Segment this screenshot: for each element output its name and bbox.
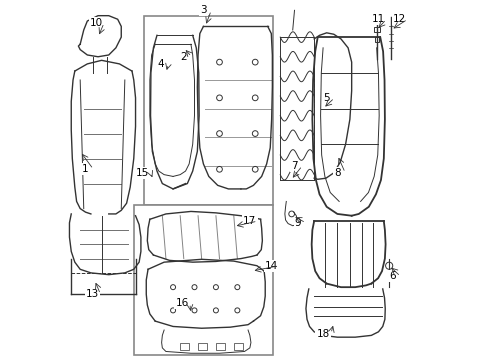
Text: 6: 6	[388, 271, 395, 282]
Text: 10: 10	[89, 18, 102, 28]
Bar	[216, 342, 224, 350]
Text: 8: 8	[333, 168, 340, 178]
Bar	[233, 342, 242, 350]
FancyBboxPatch shape	[144, 16, 272, 205]
Bar	[198, 342, 206, 350]
Text: 2: 2	[180, 52, 187, 62]
Text: 17: 17	[243, 216, 256, 226]
Text: 9: 9	[294, 218, 301, 228]
Bar	[374, 37, 378, 42]
Text: 14: 14	[264, 261, 277, 271]
Text: 13: 13	[86, 289, 99, 299]
Bar	[180, 342, 189, 350]
Text: 16: 16	[175, 298, 188, 308]
Text: 5: 5	[323, 93, 329, 103]
Text: 3: 3	[200, 5, 206, 15]
Text: 18: 18	[316, 329, 329, 339]
Text: 11: 11	[371, 14, 384, 24]
Text: 12: 12	[392, 14, 406, 24]
Text: 1: 1	[82, 164, 89, 174]
Text: 15: 15	[136, 168, 149, 178]
FancyBboxPatch shape	[134, 205, 272, 355]
Text: 4: 4	[157, 59, 163, 69]
Text: 7: 7	[290, 161, 297, 171]
Bar	[373, 27, 379, 32]
